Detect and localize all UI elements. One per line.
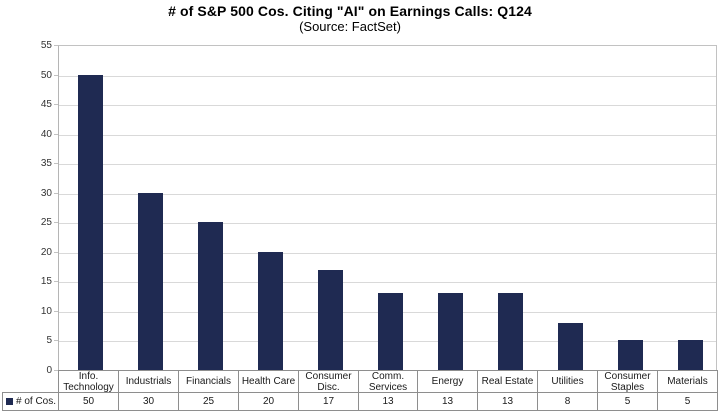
y-axis-label: 55 <box>40 40 52 51</box>
y-axis-label: 15 <box>40 276 52 287</box>
category-cell: Financials <box>178 370 239 393</box>
category-cell: Energy <box>417 370 478 393</box>
y-axis-tick <box>54 281 58 282</box>
gridline <box>59 105 716 106</box>
gridline <box>59 282 716 283</box>
y-axis-label: 45 <box>40 99 52 110</box>
bar-financials <box>198 222 223 370</box>
value-cell: 5 <box>657 392 718 411</box>
plot-area <box>58 45 717 370</box>
category-cell: Info. Technology <box>58 370 119 393</box>
bar-utilities <box>558 323 583 370</box>
category-cell: Comm. Services <box>358 370 418 393</box>
value-cell: 13 <box>358 392 418 411</box>
y-axis-label: 30 <box>40 188 52 199</box>
category-cell: Materials <box>657 370 718 393</box>
value-cell: 20 <box>238 392 299 411</box>
y-axis-tick <box>54 222 58 223</box>
y-axis-tick <box>54 104 58 105</box>
value-cell: 25 <box>178 392 239 411</box>
gridline <box>59 194 716 195</box>
category-cell: Consumer Staples <box>597 370 658 393</box>
value-cell: 17 <box>298 392 359 411</box>
value-cell: 50 <box>58 392 119 411</box>
category-cell: Consumer Disc. <box>298 370 359 393</box>
gridline <box>59 253 716 254</box>
value-cell: 13 <box>477 392 538 411</box>
gridline <box>59 164 716 165</box>
gridline <box>59 223 716 224</box>
y-axis-tick <box>54 252 58 253</box>
chart-subtitle: (Source: FactSet) <box>299 19 401 34</box>
y-axis-label: 40 <box>40 129 52 140</box>
category-cell: Industrials <box>118 370 179 393</box>
legend-marker-icon <box>6 398 13 405</box>
bar-info-technology <box>78 75 103 370</box>
value-cell: 5 <box>597 392 658 411</box>
y-axis-label: 35 <box>40 158 52 169</box>
category-cell: Health Care <box>238 370 299 393</box>
y-axis-tick <box>54 193 58 194</box>
legend-label: # of Cos. <box>16 396 57 407</box>
category-cell: Real Estate <box>477 370 538 393</box>
bar-industrials <box>138 193 163 370</box>
category-cell: Utilities <box>537 370 598 393</box>
y-axis-tick <box>54 163 58 164</box>
bar-materials <box>678 340 703 370</box>
y-axis-tick <box>54 340 58 341</box>
y-axis-label: 10 <box>40 306 52 317</box>
bar-comm-services <box>378 293 403 370</box>
y-axis-tick <box>54 134 58 135</box>
y-axis-tick <box>54 370 58 371</box>
y-axis-label: 50 <box>40 70 52 81</box>
value-cell: 8 <box>537 392 598 411</box>
bar-consumer-staples <box>618 340 643 370</box>
y-axis-tick <box>54 45 58 46</box>
bar-energy <box>438 293 463 370</box>
value-cell: 30 <box>118 392 179 411</box>
chart-title: # of S&P 500 Cos. Citing "AI" on Earning… <box>168 3 532 19</box>
bar-real-estate <box>498 293 523 370</box>
bar-health-care <box>258 252 283 370</box>
gridline <box>59 135 716 136</box>
bar-consumer-disc <box>318 270 343 370</box>
y-axis-label: 20 <box>40 247 52 258</box>
y-axis-label: 5 <box>46 335 52 346</box>
y-axis-tick <box>54 311 58 312</box>
y-axis-tick <box>54 75 58 76</box>
value-cell: 13 <box>417 392 478 411</box>
gridline <box>59 76 716 77</box>
y-axis-label: 25 <box>40 217 52 228</box>
legend-key: # of Cos. <box>2 392 59 411</box>
y-axis-label: 0 <box>46 365 52 376</box>
